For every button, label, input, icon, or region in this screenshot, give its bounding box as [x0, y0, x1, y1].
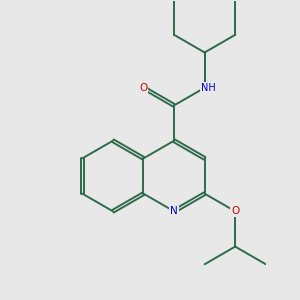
Text: N: N — [170, 206, 178, 216]
Text: O: O — [140, 83, 148, 93]
Text: O: O — [231, 206, 239, 216]
Text: NH: NH — [201, 83, 216, 93]
